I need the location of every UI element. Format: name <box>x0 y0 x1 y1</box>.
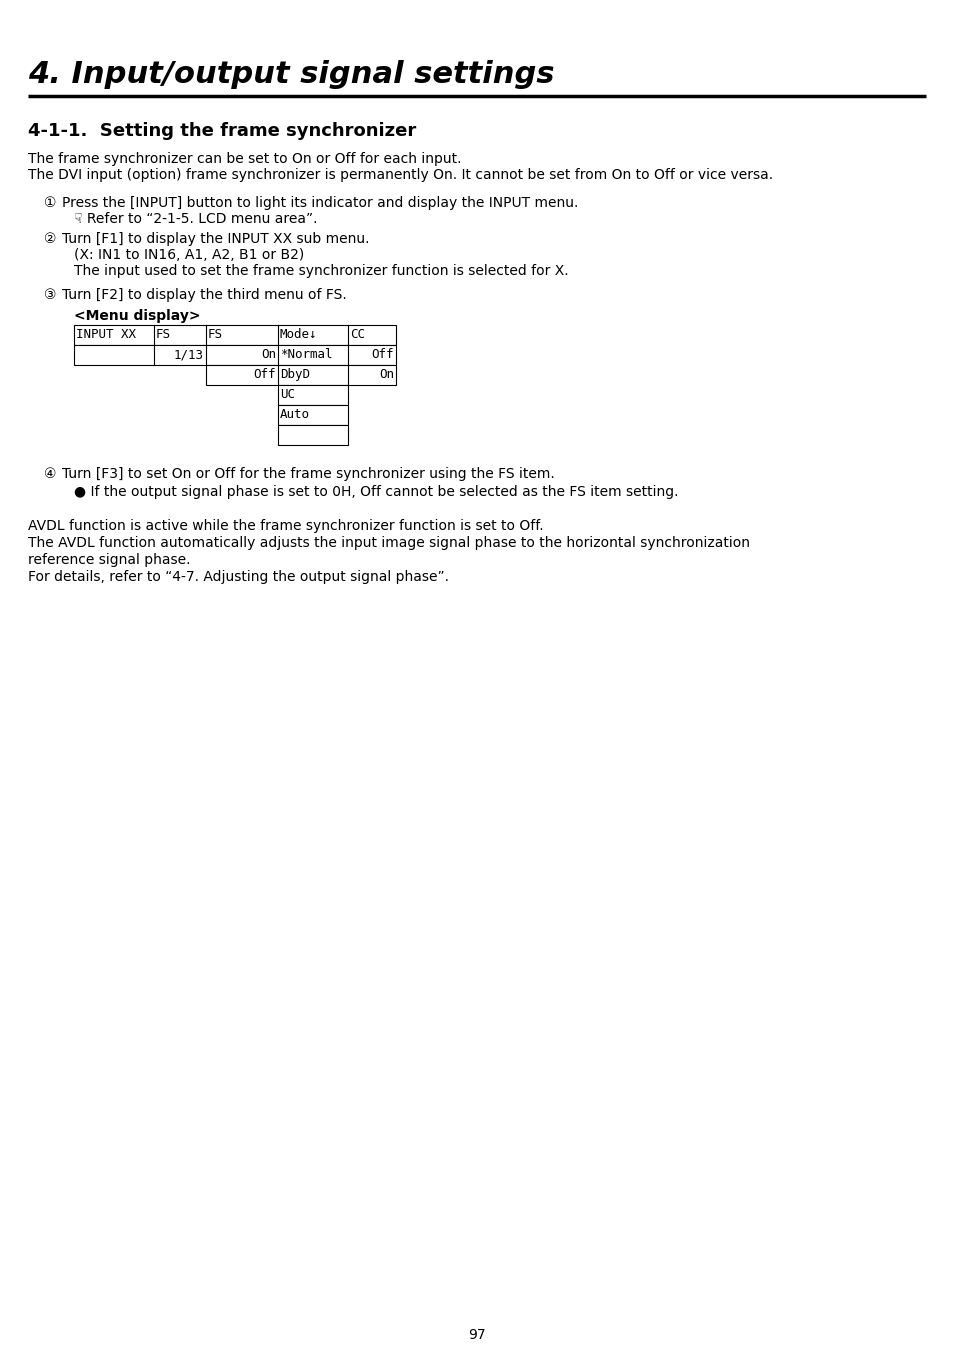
Bar <box>277 404 348 425</box>
Text: 4-1-1.  Setting the frame synchronizer: 4-1-1. Setting the frame synchronizer <box>28 123 416 140</box>
Text: FS: FS <box>156 328 171 341</box>
Text: (X: IN1 to IN16, A1, A2, B1 or B2): (X: IN1 to IN16, A1, A2, B1 or B2) <box>74 248 304 262</box>
Text: ②: ② <box>44 232 56 245</box>
Bar <box>277 386 348 404</box>
Text: DbyD: DbyD <box>280 368 310 381</box>
Text: ③: ③ <box>44 288 56 302</box>
Text: The DVI input (option) frame synchronizer is permanently On. It cannot be set fr: The DVI input (option) frame synchronize… <box>28 168 772 182</box>
Text: ①: ① <box>44 195 56 210</box>
Text: reference signal phase.: reference signal phase. <box>28 553 191 568</box>
Bar <box>74 345 395 365</box>
Bar <box>277 425 348 445</box>
Text: UC: UC <box>280 388 294 400</box>
Text: Off: Off <box>253 368 275 381</box>
Text: The frame synchronizer can be set to On or Off for each input.: The frame synchronizer can be set to On … <box>28 152 461 166</box>
Text: ④: ④ <box>44 466 56 481</box>
Text: Turn [F1] to display the INPUT XX sub menu.: Turn [F1] to display the INPUT XX sub me… <box>62 232 369 245</box>
Text: On: On <box>261 348 275 361</box>
Text: INPUT XX: INPUT XX <box>76 328 136 341</box>
Text: For details, refer to “4-7. Adjusting the output signal phase”.: For details, refer to “4-7. Adjusting th… <box>28 570 449 584</box>
Text: 1/13: 1/13 <box>173 348 204 361</box>
Text: AVDL function is active while the frame synchronizer function is set to Off.: AVDL function is active while the frame … <box>28 519 543 532</box>
Text: ● If the output signal phase is set to 0H, Off cannot be selected as the FS item: ● If the output signal phase is set to 0… <box>74 485 678 499</box>
Text: The AVDL function automatically adjusts the input image signal phase to the hori: The AVDL function automatically adjusts … <box>28 537 749 550</box>
Text: <Menu display>: <Menu display> <box>74 309 200 324</box>
Text: *Normal: *Normal <box>280 348 333 361</box>
Text: Press the [INPUT] button to light its indicator and display the INPUT menu.: Press the [INPUT] button to light its in… <box>62 195 578 210</box>
Text: Mode↓: Mode↓ <box>280 328 317 341</box>
Bar <box>206 365 395 386</box>
Text: FS: FS <box>208 328 223 341</box>
Text: 97: 97 <box>468 1328 485 1343</box>
Text: Turn [F3] to set On or Off for the frame synchronizer using the FS item.: Turn [F3] to set On or Off for the frame… <box>62 466 554 481</box>
Text: Auto: Auto <box>280 408 310 421</box>
Text: Turn [F2] to display the third menu of FS.: Turn [F2] to display the third menu of F… <box>62 288 346 302</box>
Text: The input used to set the frame synchronizer function is selected for X.: The input used to set the frame synchron… <box>74 264 568 278</box>
Text: 4. Input/output signal settings: 4. Input/output signal settings <box>28 61 554 89</box>
Text: Off: Off <box>371 348 394 361</box>
Text: On: On <box>378 368 394 381</box>
Text: CC: CC <box>350 328 365 341</box>
Text: ☟ Refer to “2-1-5. LCD menu area”.: ☟ Refer to “2-1-5. LCD menu area”. <box>74 212 317 226</box>
Bar <box>74 325 395 345</box>
